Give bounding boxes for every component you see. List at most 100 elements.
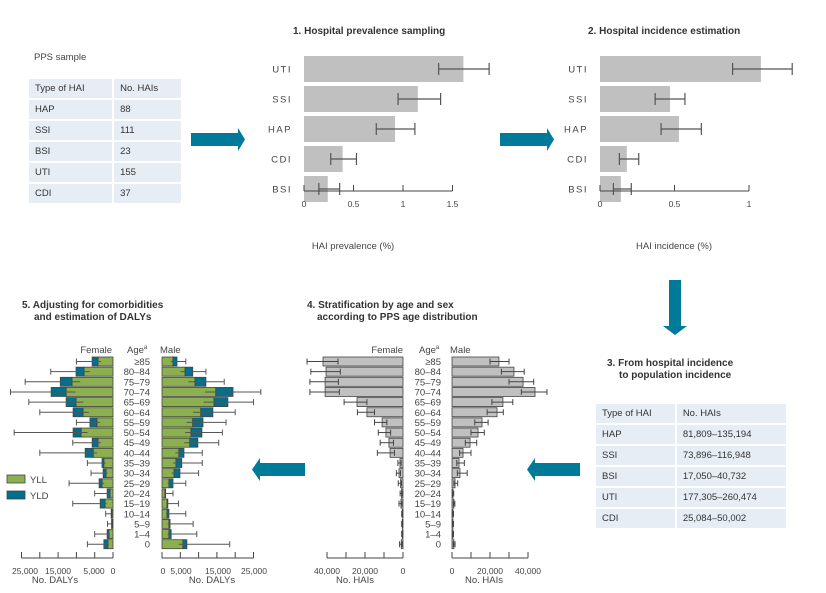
- table-row: HAP 88: [29, 100, 181, 119]
- table-row: CDI 25,084–50,002: [596, 509, 786, 528]
- female-label: Female: [80, 345, 112, 356]
- x-tick-label: 25,000: [12, 566, 38, 576]
- x-tick-label: 1: [747, 199, 752, 209]
- age-label: Agea: [419, 345, 440, 356]
- age-category-label: 25–29: [124, 479, 150, 490]
- pps-sample-table: Type of HAI No. HAIs HAP 88 SSI 111 BSI 23 U…: [29, 77, 181, 205]
- x-tick-label: 40,000: [314, 566, 340, 576]
- age-category-label: 35–39: [124, 459, 150, 470]
- chart-title: 1. Hospital prevalence sampling: [293, 26, 445, 37]
- step3-title-line1: 3. From hospital incidence: [607, 358, 734, 369]
- x-axis-label: HAI prevalence (%): [312, 241, 394, 252]
- x-tick-label: 15,000: [205, 566, 231, 576]
- table-cell: HAP: [29, 100, 115, 119]
- category-label: UTI: [568, 65, 588, 76]
- x-tick-label: 1: [401, 199, 406, 209]
- table-cell: HAP: [596, 425, 677, 444]
- age-category-label: 5–9: [425, 519, 441, 530]
- female-label: Female: [371, 345, 403, 356]
- chart-hospital-incidence: 2. Hospital incidence estimation HAI inc…: [564, 26, 793, 252]
- age-category-label: 65–69: [124, 398, 150, 409]
- chart-stratification-hais: 4. Stratification by age and sex accordi…: [306, 300, 548, 586]
- step3-title-line2: to population incidence: [619, 370, 732, 381]
- age-category-label: 70–74: [415, 387, 441, 398]
- table-row: UTI 177,305–260,474: [596, 488, 786, 507]
- age-category-label: 80–84: [415, 367, 441, 378]
- x-tick-label: 0.5: [669, 199, 681, 209]
- legend-label-yld: YLD: [30, 491, 49, 502]
- x-tick-label: 5,000: [83, 566, 105, 576]
- table-cell: 111: [114, 121, 181, 140]
- table-cell: 81,809–135,194: [676, 425, 786, 444]
- x-tick-label: 0: [401, 566, 406, 576]
- table-row: SSI 111: [29, 121, 181, 140]
- chart-hospital-prevalence: 1. Hospital prevalence sampling HAI prev…: [268, 26, 490, 252]
- table-cell: 73,896–116,948: [676, 446, 786, 465]
- table-header: Type of HAI: [29, 79, 115, 98]
- age-category-label: ≥85: [425, 357, 441, 368]
- chart-title: 4. Stratification by age and sex: [307, 300, 454, 311]
- age-category-label: 1–4: [425, 530, 441, 541]
- age-category-label: 60–64: [415, 408, 441, 419]
- age-category-label: 40–44: [415, 448, 441, 459]
- x-tick-label: 0.5: [348, 199, 360, 209]
- x-tick-label: 0: [598, 199, 603, 209]
- legend-swatch-yll: [6, 474, 26, 484]
- age-category-label: 35–39: [415, 459, 441, 470]
- table-cell: SSI: [596, 446, 677, 465]
- table-cell: CDI: [596, 509, 677, 528]
- table-row: UTI 155: [29, 163, 181, 182]
- chart-title: and estimation of DALYs: [34, 312, 152, 323]
- x-tick-label: 20,000: [477, 566, 503, 576]
- bar: [600, 176, 621, 202]
- table-header: No. HAIs: [114, 79, 181, 98]
- x-tick-label: 25,000: [241, 566, 267, 576]
- table-cell: 25,084–50,002: [676, 509, 786, 528]
- age-category-label: 1–4: [134, 530, 150, 541]
- age-category-label: 60–64: [124, 408, 150, 419]
- x-tick-label: 0: [161, 566, 166, 576]
- table-cell: 177,305–260,474: [676, 488, 786, 507]
- age-label-text: Age: [127, 345, 144, 356]
- age-category-label: 0: [145, 540, 150, 551]
- pps-sample-title: PPS sample: [34, 52, 87, 63]
- male-label: Male: [160, 345, 181, 356]
- table-cell: UTI: [29, 163, 115, 182]
- x-axis-label-male: No. DALYs: [189, 575, 236, 586]
- category-label: UTI: [272, 65, 292, 76]
- x-tick-label: 0: [111, 566, 116, 576]
- category-label: SSI: [568, 95, 588, 106]
- table-row: HAP 81,809–135,194: [596, 425, 786, 444]
- age-category-label: 50–54: [124, 428, 150, 439]
- age-category-label: ≥85: [134, 357, 150, 368]
- table-cell: CDI: [29, 184, 115, 203]
- legend-swatch-yld: [6, 490, 26, 500]
- table-header-row: Type of HAI No. HAIs: [596, 404, 786, 423]
- age-label: Agea: [127, 345, 148, 356]
- chart-dalys: 5. Adjusting for comorbidities and estim…: [6, 300, 267, 586]
- category-label: HAP: [564, 125, 588, 136]
- arrow-down-icon: [663, 280, 687, 335]
- age-category-label: 55–59: [124, 418, 150, 429]
- category-label: CDI: [567, 155, 588, 166]
- age-category-label: 0: [436, 540, 441, 551]
- age-category-label: 30–34: [415, 469, 441, 480]
- table-cell: UTI: [596, 488, 677, 507]
- age-category-label: 15–19: [124, 499, 150, 510]
- age-category-label: 65–69: [415, 398, 441, 409]
- x-axis-label-female: No. HAIs: [336, 575, 374, 586]
- table-row: SSI 73,896–116,948: [596, 446, 786, 465]
- chart-title: 2. Hospital incidence estimation: [588, 26, 740, 37]
- age-category-label: 80–84: [124, 367, 150, 378]
- category-label: CDI: [271, 155, 292, 166]
- age-category-label: 45–49: [124, 438, 150, 449]
- x-axis-label: HAI incidence (%): [636, 241, 712, 252]
- table-cell: BSI: [596, 467, 677, 486]
- age-category-label: 75–79: [415, 377, 441, 388]
- table-cell: 88: [114, 100, 181, 119]
- age-category-label: 75–79: [124, 377, 150, 388]
- table-row: BSI 17,050–40,732: [596, 467, 786, 486]
- age-category-label: 10–14: [124, 509, 150, 520]
- category-label: SSI: [272, 95, 292, 106]
